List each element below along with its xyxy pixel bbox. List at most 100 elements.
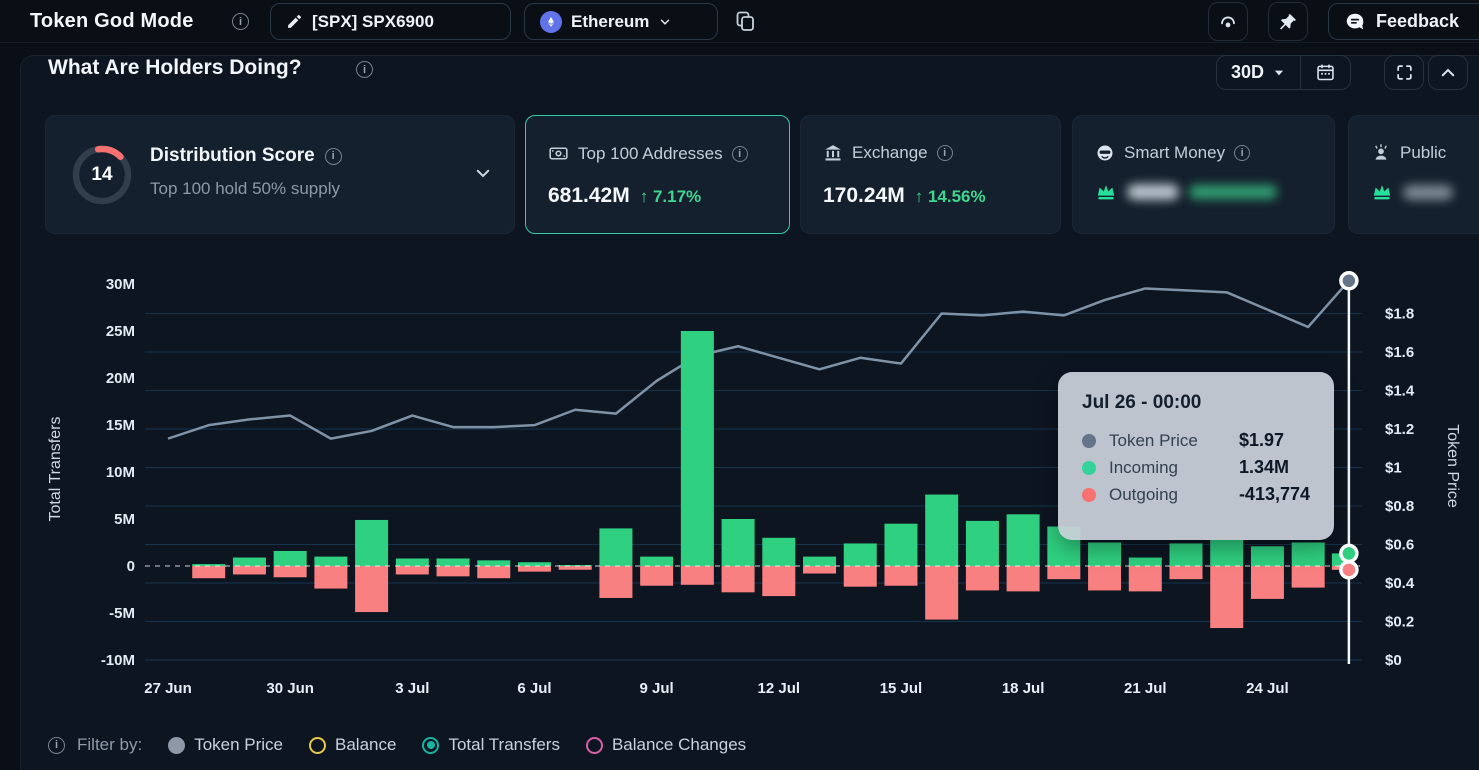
copy-icon bbox=[736, 11, 754, 31]
balance-changes-legend-ring bbox=[585, 736, 603, 754]
filter-balance[interactable]: Balance bbox=[309, 735, 396, 755]
svg-text:$0.2: $0.2 bbox=[1385, 614, 1414, 631]
section-title-info-icon[interactable]: i bbox=[356, 61, 373, 78]
app-title-info-icon[interactable]: i bbox=[232, 13, 249, 30]
svg-text:$1: $1 bbox=[1385, 460, 1402, 477]
token-price-dot-icon bbox=[1082, 433, 1096, 448]
right-axis-title: Token Price bbox=[1444, 424, 1461, 508]
distribution-score-value: 14 bbox=[91, 164, 113, 185]
feedback-button[interactable]: Feedback bbox=[1328, 3, 1479, 40]
svg-text:25M: 25M bbox=[106, 323, 135, 340]
token-select-label: [SPX] SPX6900 bbox=[312, 11, 434, 31]
svg-text:$1.8: $1.8 bbox=[1385, 306, 1414, 323]
range-select-button[interactable]: 30D bbox=[1217, 62, 1300, 83]
exchange-value: 170.24M bbox=[823, 184, 905, 207]
distribution-score-card[interactable]: 14 Distribution Score i Top 100 hold 50%… bbox=[45, 115, 515, 234]
chart-tooltip: Jul 26 - 00:00 Token Price $1.97 Incomin… bbox=[1058, 372, 1334, 540]
svg-text:12 Jul: 12 Jul bbox=[758, 680, 801, 697]
svg-text:$1.2: $1.2 bbox=[1385, 421, 1414, 438]
chevron-up-icon bbox=[1441, 68, 1455, 76]
left-axis-title: Total Transfers bbox=[47, 416, 64, 522]
exchange-info-icon[interactable]: i bbox=[936, 145, 953, 161]
incoming-dot-icon bbox=[1082, 460, 1096, 475]
public-figures-card[interactable]: Public bbox=[1348, 115, 1479, 234]
blurred-value bbox=[1403, 184, 1453, 200]
smart-money-title: Smart Money bbox=[1124, 143, 1226, 162]
tooltip-row-incoming: Incoming 1.34M bbox=[1082, 454, 1310, 481]
tooltip-row-token-price: Token Price $1.97 bbox=[1082, 427, 1310, 454]
distribution-score-title: Distribution Score bbox=[150, 145, 315, 166]
exchange-change: ↑ 14.56% bbox=[914, 187, 986, 206]
copy-address-button[interactable] bbox=[733, 9, 757, 33]
section-title: What Are Holders Doing? bbox=[48, 56, 302, 79]
chain-select-button[interactable]: Ethereum bbox=[524, 3, 718, 40]
filter-token-price[interactable]: Token Price bbox=[168, 735, 283, 755]
filter-info-icon[interactable]: i bbox=[48, 736, 65, 754]
distribution-gauge: 14 bbox=[70, 143, 134, 207]
filter-balance-changes[interactable]: Balance Changes bbox=[585, 735, 746, 755]
public-figures-title: Public bbox=[1400, 143, 1447, 162]
svg-text:30M: 30M bbox=[106, 276, 135, 293]
svg-text:$0.6: $0.6 bbox=[1385, 537, 1414, 554]
svg-text:$0.4: $0.4 bbox=[1385, 575, 1415, 592]
exchange-card[interactable]: Exchange i 170.24M ↑ 14.56% bbox=[800, 115, 1061, 234]
filter-bar: i Filter by: Token Price Balance Total T… bbox=[48, 735, 746, 755]
svg-text:18 Jul: 18 Jul bbox=[1002, 680, 1045, 697]
distribution-score-info-icon[interactable]: i bbox=[324, 147, 342, 165]
token-price-legend-dot bbox=[168, 736, 186, 754]
svg-text:$0.8: $0.8 bbox=[1385, 498, 1414, 515]
blurred-change bbox=[1189, 185, 1277, 199]
top-100-info-icon[interactable]: i bbox=[731, 145, 748, 162]
insights-toggle-button[interactable] bbox=[1208, 2, 1248, 41]
svg-text:10M: 10M bbox=[106, 464, 135, 481]
fullscreen-icon bbox=[1396, 65, 1412, 80]
smart-money-card[interactable]: Smart Money i bbox=[1072, 115, 1335, 234]
smart-money-info-icon[interactable]: i bbox=[1234, 145, 1251, 161]
pin-icon bbox=[1280, 13, 1296, 29]
top-100-title: Top 100 Addresses bbox=[578, 143, 723, 163]
filter-caption: Filter by: bbox=[77, 735, 143, 754]
calendar-button[interactable] bbox=[1301, 62, 1350, 83]
banknote-icon bbox=[549, 147, 568, 160]
chevron-down-icon[interactable] bbox=[474, 164, 492, 182]
outgoing-dot-icon bbox=[1082, 487, 1096, 502]
app-title: Token God Mode bbox=[30, 10, 194, 32]
public-figures-icon bbox=[1375, 144, 1387, 160]
exchange-title: Exchange bbox=[852, 143, 928, 162]
token-select-button[interactable]: [SPX] SPX6900 bbox=[270, 3, 511, 40]
top-100-addresses-card[interactable]: Top 100 Addresses i 681.42M ↑ 7.17% bbox=[525, 115, 790, 234]
svg-text:20M: 20M bbox=[106, 370, 135, 387]
blurred-value bbox=[1127, 184, 1179, 200]
date-range-group: 30D bbox=[1216, 55, 1352, 90]
crown-icon bbox=[1097, 185, 1115, 200]
smart-money-face-icon bbox=[1097, 145, 1113, 161]
tooltip-date: Jul 26 - 00:00 bbox=[1082, 392, 1202, 413]
ethereum-icon bbox=[540, 10, 562, 33]
pin-button[interactable] bbox=[1268, 2, 1308, 41]
svg-text:15M: 15M bbox=[106, 417, 135, 434]
insight-eye-icon bbox=[1221, 16, 1235, 27]
svg-text:27 Jun: 27 Jun bbox=[144, 680, 192, 697]
svg-text:$1.4: $1.4 bbox=[1385, 383, 1415, 400]
filter-total-transfers[interactable]: Total Transfers bbox=[422, 735, 560, 755]
svg-text:30 Jun: 30 Jun bbox=[266, 680, 314, 697]
tooltip-row-outgoing: Outgoing -413,774 bbox=[1082, 481, 1310, 508]
balance-legend-ring bbox=[309, 736, 327, 754]
svg-text:21 Jul: 21 Jul bbox=[1124, 680, 1167, 697]
chevron-down-icon bbox=[1274, 70, 1284, 75]
topbar: Token God Mode i [SPX] SPX6900 Ethereum bbox=[0, 0, 1479, 43]
collapse-section-button[interactable] bbox=[1428, 55, 1468, 90]
distribution-score-subtitle: Top 100 hold 50% supply bbox=[150, 179, 340, 198]
svg-text:24 Jul: 24 Jul bbox=[1246, 680, 1289, 697]
chevron-down-icon bbox=[661, 18, 670, 25]
crown-icon bbox=[1373, 185, 1391, 200]
pencil-icon bbox=[286, 13, 303, 30]
svg-text:-10M: -10M bbox=[101, 652, 135, 669]
svg-text:3 Jul: 3 Jul bbox=[395, 680, 429, 697]
range-select-label: 30D bbox=[1231, 62, 1265, 82]
fullscreen-button[interactable] bbox=[1384, 55, 1424, 90]
top-100-change: ↑ 7.17% bbox=[639, 187, 702, 206]
chain-select-label: Ethereum bbox=[571, 11, 650, 31]
